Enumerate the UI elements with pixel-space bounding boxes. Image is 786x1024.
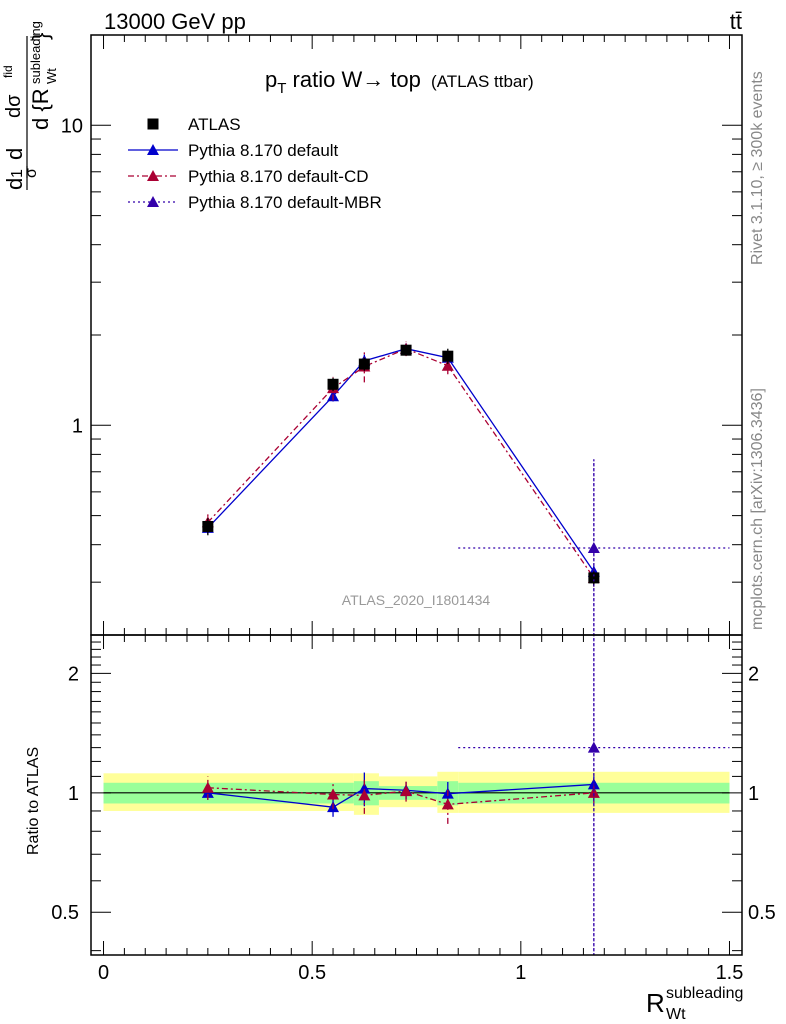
y-label-d2: d (2, 148, 27, 160)
analysis-id-label: ATLAS_2020_I1801434 (342, 592, 491, 608)
mcplots-reference-label: mcplots.cern.ch [arXiv:1306.3436] (749, 388, 766, 630)
data-point-marker (400, 344, 412, 356)
legend: ATLAS Pythia 8.170 default Pythia 8.170 de… (128, 115, 382, 212)
y-label-sub: Wt (44, 68, 59, 84)
ratio-y-tick-label: 1 (68, 783, 79, 805)
y-label-d-numerator: d (2, 178, 27, 190)
ratio-point-marker (201, 781, 214, 793)
data-point-marker (358, 358, 370, 370)
x-tick-label: 1.5 (716, 962, 744, 984)
ratio-point-marker (400, 785, 413, 797)
legend-label: Pythia 8.170 default (188, 141, 339, 160)
header-collision-label: 13000 GeV pp (104, 9, 246, 34)
ratio-point-marker (358, 789, 371, 801)
y-label-denominator: d {R (28, 88, 53, 130)
data-point-marker (588, 572, 600, 584)
ratio-plot-layer (201, 459, 730, 955)
x-label-sup: subleading (666, 985, 743, 1002)
y-label-fid: fid (1, 65, 15, 78)
x-label-sub: Wt (666, 1006, 686, 1023)
data-point-marker (327, 378, 339, 390)
mc-point-marker (441, 359, 454, 371)
series-line (207, 348, 595, 579)
legend-label: Pythia 8.170 default-MBR (188, 193, 382, 212)
ratio-y-axis-label: Ratio to ATLAS (25, 747, 42, 855)
x-tick-label: 1 (515, 962, 526, 984)
main-y-tick-label: 1 (72, 415, 83, 437)
data-point-marker (442, 350, 454, 362)
ratio-point-marker (587, 786, 600, 798)
y-label-dsigma: dσ (3, 94, 25, 118)
y-label-sup: subleading (28, 21, 43, 84)
ratio-point-marker (358, 782, 371, 794)
legend-marker (147, 170, 159, 181)
ratio-y-tick-label-right: 0.5 (748, 902, 776, 924)
ratio-series-line (207, 783, 594, 808)
x-tick-label: 0 (98, 962, 109, 984)
main-plot-title: pT ratio W→ top (ATLAS ttbar) (265, 67, 534, 97)
legend-label: Pythia 8.170 default-CD (188, 167, 369, 186)
x-tick-label: 0.5 (298, 962, 326, 984)
ratio-y-tick-label: 2 (68, 663, 79, 685)
main-plot-layer (201, 341, 730, 635)
legend-marker (147, 144, 159, 155)
ratio-y-tick-label-right: 1 (748, 783, 759, 805)
ratio-y-tick-label: 0.5 (51, 902, 79, 924)
mc-point-marker (587, 541, 600, 553)
legend-label: ATLAS (188, 115, 241, 134)
ratio-point-marker (441, 798, 454, 810)
y-label-one-over-sigma: 1 (9, 169, 26, 178)
main-y-axis-label: d 1 σ d dσ fid d {R Wt subleading } (1, 21, 59, 190)
ratio-uncertainty-bands (103, 771, 730, 815)
data-point-marker (202, 520, 214, 532)
series-line (207, 348, 595, 573)
axes-layer: 0 0.5 1 1.5 1 10 0.5 0.5 1 1 2 2 (51, 34, 776, 984)
ratio-y-tick-label-right: 2 (748, 663, 759, 685)
legend-marker (147, 196, 159, 207)
main-y-tick-label: 10 (61, 115, 83, 137)
x-axis-label: R subleading Wt (646, 985, 743, 1023)
legend-marker-atlas (147, 118, 159, 130)
ratio-point-marker (587, 741, 600, 753)
ratio-series-line (207, 787, 594, 806)
ratio-point-marker (327, 788, 340, 800)
header-process-label: tt̄ (730, 9, 742, 34)
x-label-base: R (646, 988, 665, 1018)
y-label-sigma: σ (23, 168, 40, 178)
rivet-version-label: Rivet 3.1.10, ≥ 300k events (749, 71, 766, 265)
y-label-brace: } (28, 33, 53, 40)
